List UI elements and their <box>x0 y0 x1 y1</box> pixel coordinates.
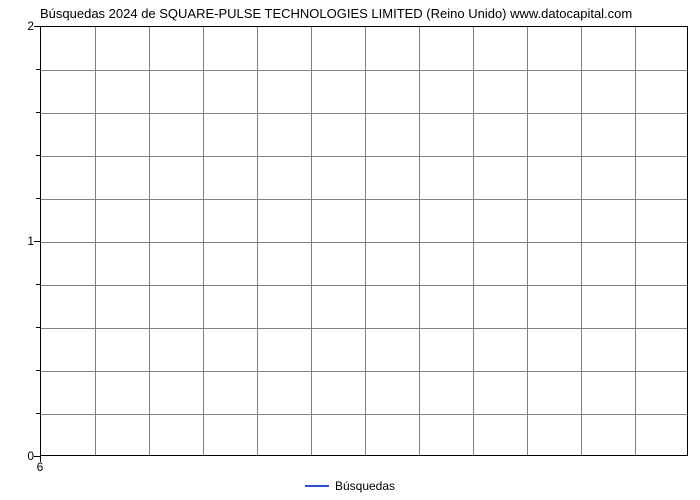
grid-h <box>41 371 687 372</box>
x-tick-label: 6 <box>37 460 44 474</box>
grid-v <box>581 27 582 455</box>
y-tick-label: 2 <box>10 19 34 33</box>
grid-v <box>365 27 366 455</box>
grid-h <box>41 113 687 114</box>
chart-container: Búsquedas 2024 de SQUARE-PULSE TECHNOLOG… <box>0 0 700 500</box>
grid-h <box>41 328 687 329</box>
legend-swatch <box>305 485 329 487</box>
chart-title: Búsquedas 2024 de SQUARE-PULSE TECHNOLOG… <box>40 6 690 21</box>
y-tick <box>34 26 40 27</box>
plot-area <box>40 26 688 456</box>
legend-label: Búsquedas <box>335 479 395 493</box>
y-minor-tick <box>36 112 40 113</box>
grid-h <box>41 199 687 200</box>
grid-v <box>203 27 204 455</box>
grid-h <box>41 156 687 157</box>
y-minor-tick <box>36 155 40 156</box>
y-minor-tick <box>36 198 40 199</box>
y-minor-tick <box>36 69 40 70</box>
y-tick-label: 1 <box>10 234 34 248</box>
grid-v <box>473 27 474 455</box>
grid-v <box>257 27 258 455</box>
x-tick <box>40 456 41 462</box>
legend: Búsquedas <box>0 478 700 493</box>
grid-v <box>419 27 420 455</box>
grid-h <box>41 414 687 415</box>
grid-h <box>41 242 687 243</box>
y-minor-tick <box>36 370 40 371</box>
grid-v <box>311 27 312 455</box>
y-minor-tick <box>36 413 40 414</box>
grid-h <box>41 70 687 71</box>
y-tick <box>34 241 40 242</box>
y-minor-tick <box>36 284 40 285</box>
grid-v <box>149 27 150 455</box>
grid-h <box>41 285 687 286</box>
grid-v <box>527 27 528 455</box>
grid-v <box>635 27 636 455</box>
y-tick-label: 0 <box>10 449 34 463</box>
grid-v <box>95 27 96 455</box>
y-minor-tick <box>36 327 40 328</box>
